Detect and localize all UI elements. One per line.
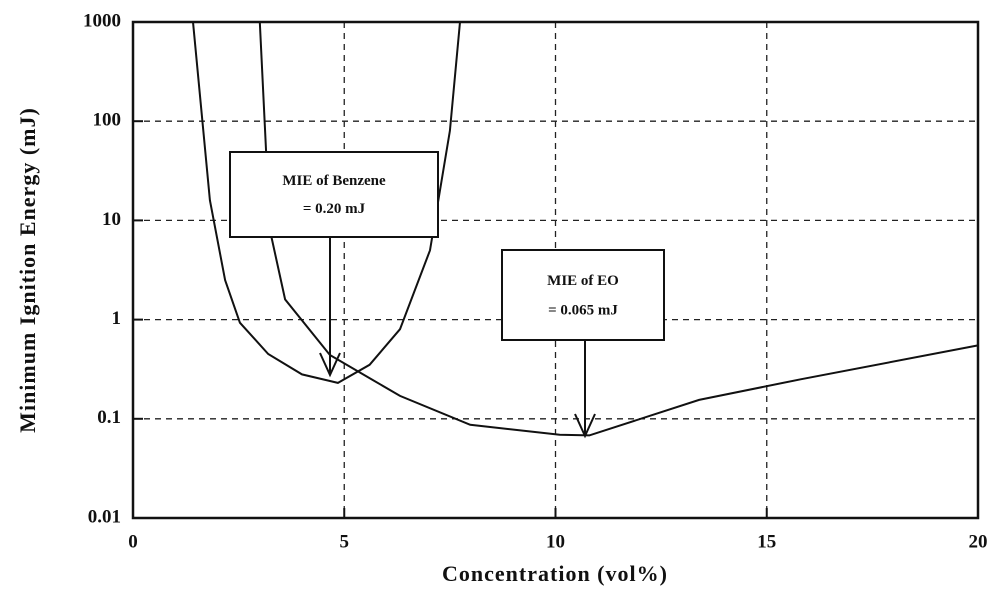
x-tick-label: 10 bbox=[546, 531, 565, 552]
y-tick-label: 0.1 bbox=[97, 407, 121, 428]
y-tick-label: 1000 bbox=[83, 10, 121, 31]
annotation-box bbox=[230, 152, 438, 237]
x-tick-label: 15 bbox=[757, 531, 776, 552]
y-axis-label: Minimum Ignition Energy (mJ) bbox=[15, 107, 40, 433]
annotation-text: MIE of Benzene bbox=[282, 173, 386, 189]
y-tick-label: 10 bbox=[102, 209, 121, 230]
chart: Concentration (vol%) Minimum Ignition En… bbox=[0, 0, 988, 589]
y-tick-label: 100 bbox=[93, 110, 122, 131]
annotation-text: = 0.20 mJ bbox=[303, 201, 366, 217]
x-tick-label: 5 bbox=[340, 531, 350, 552]
x-tick-label: 20 bbox=[969, 531, 988, 552]
annotation-text: = 0.065 mJ bbox=[548, 303, 618, 319]
annotation-box bbox=[502, 250, 664, 340]
y-tick-label: 1 bbox=[112, 308, 122, 329]
y-tick-label: 0.01 bbox=[88, 506, 121, 527]
x-axis-label: Concentration (vol%) bbox=[442, 561, 668, 586]
x-tick-label: 0 bbox=[128, 531, 138, 552]
annotation-text: MIE of EO bbox=[547, 273, 619, 289]
